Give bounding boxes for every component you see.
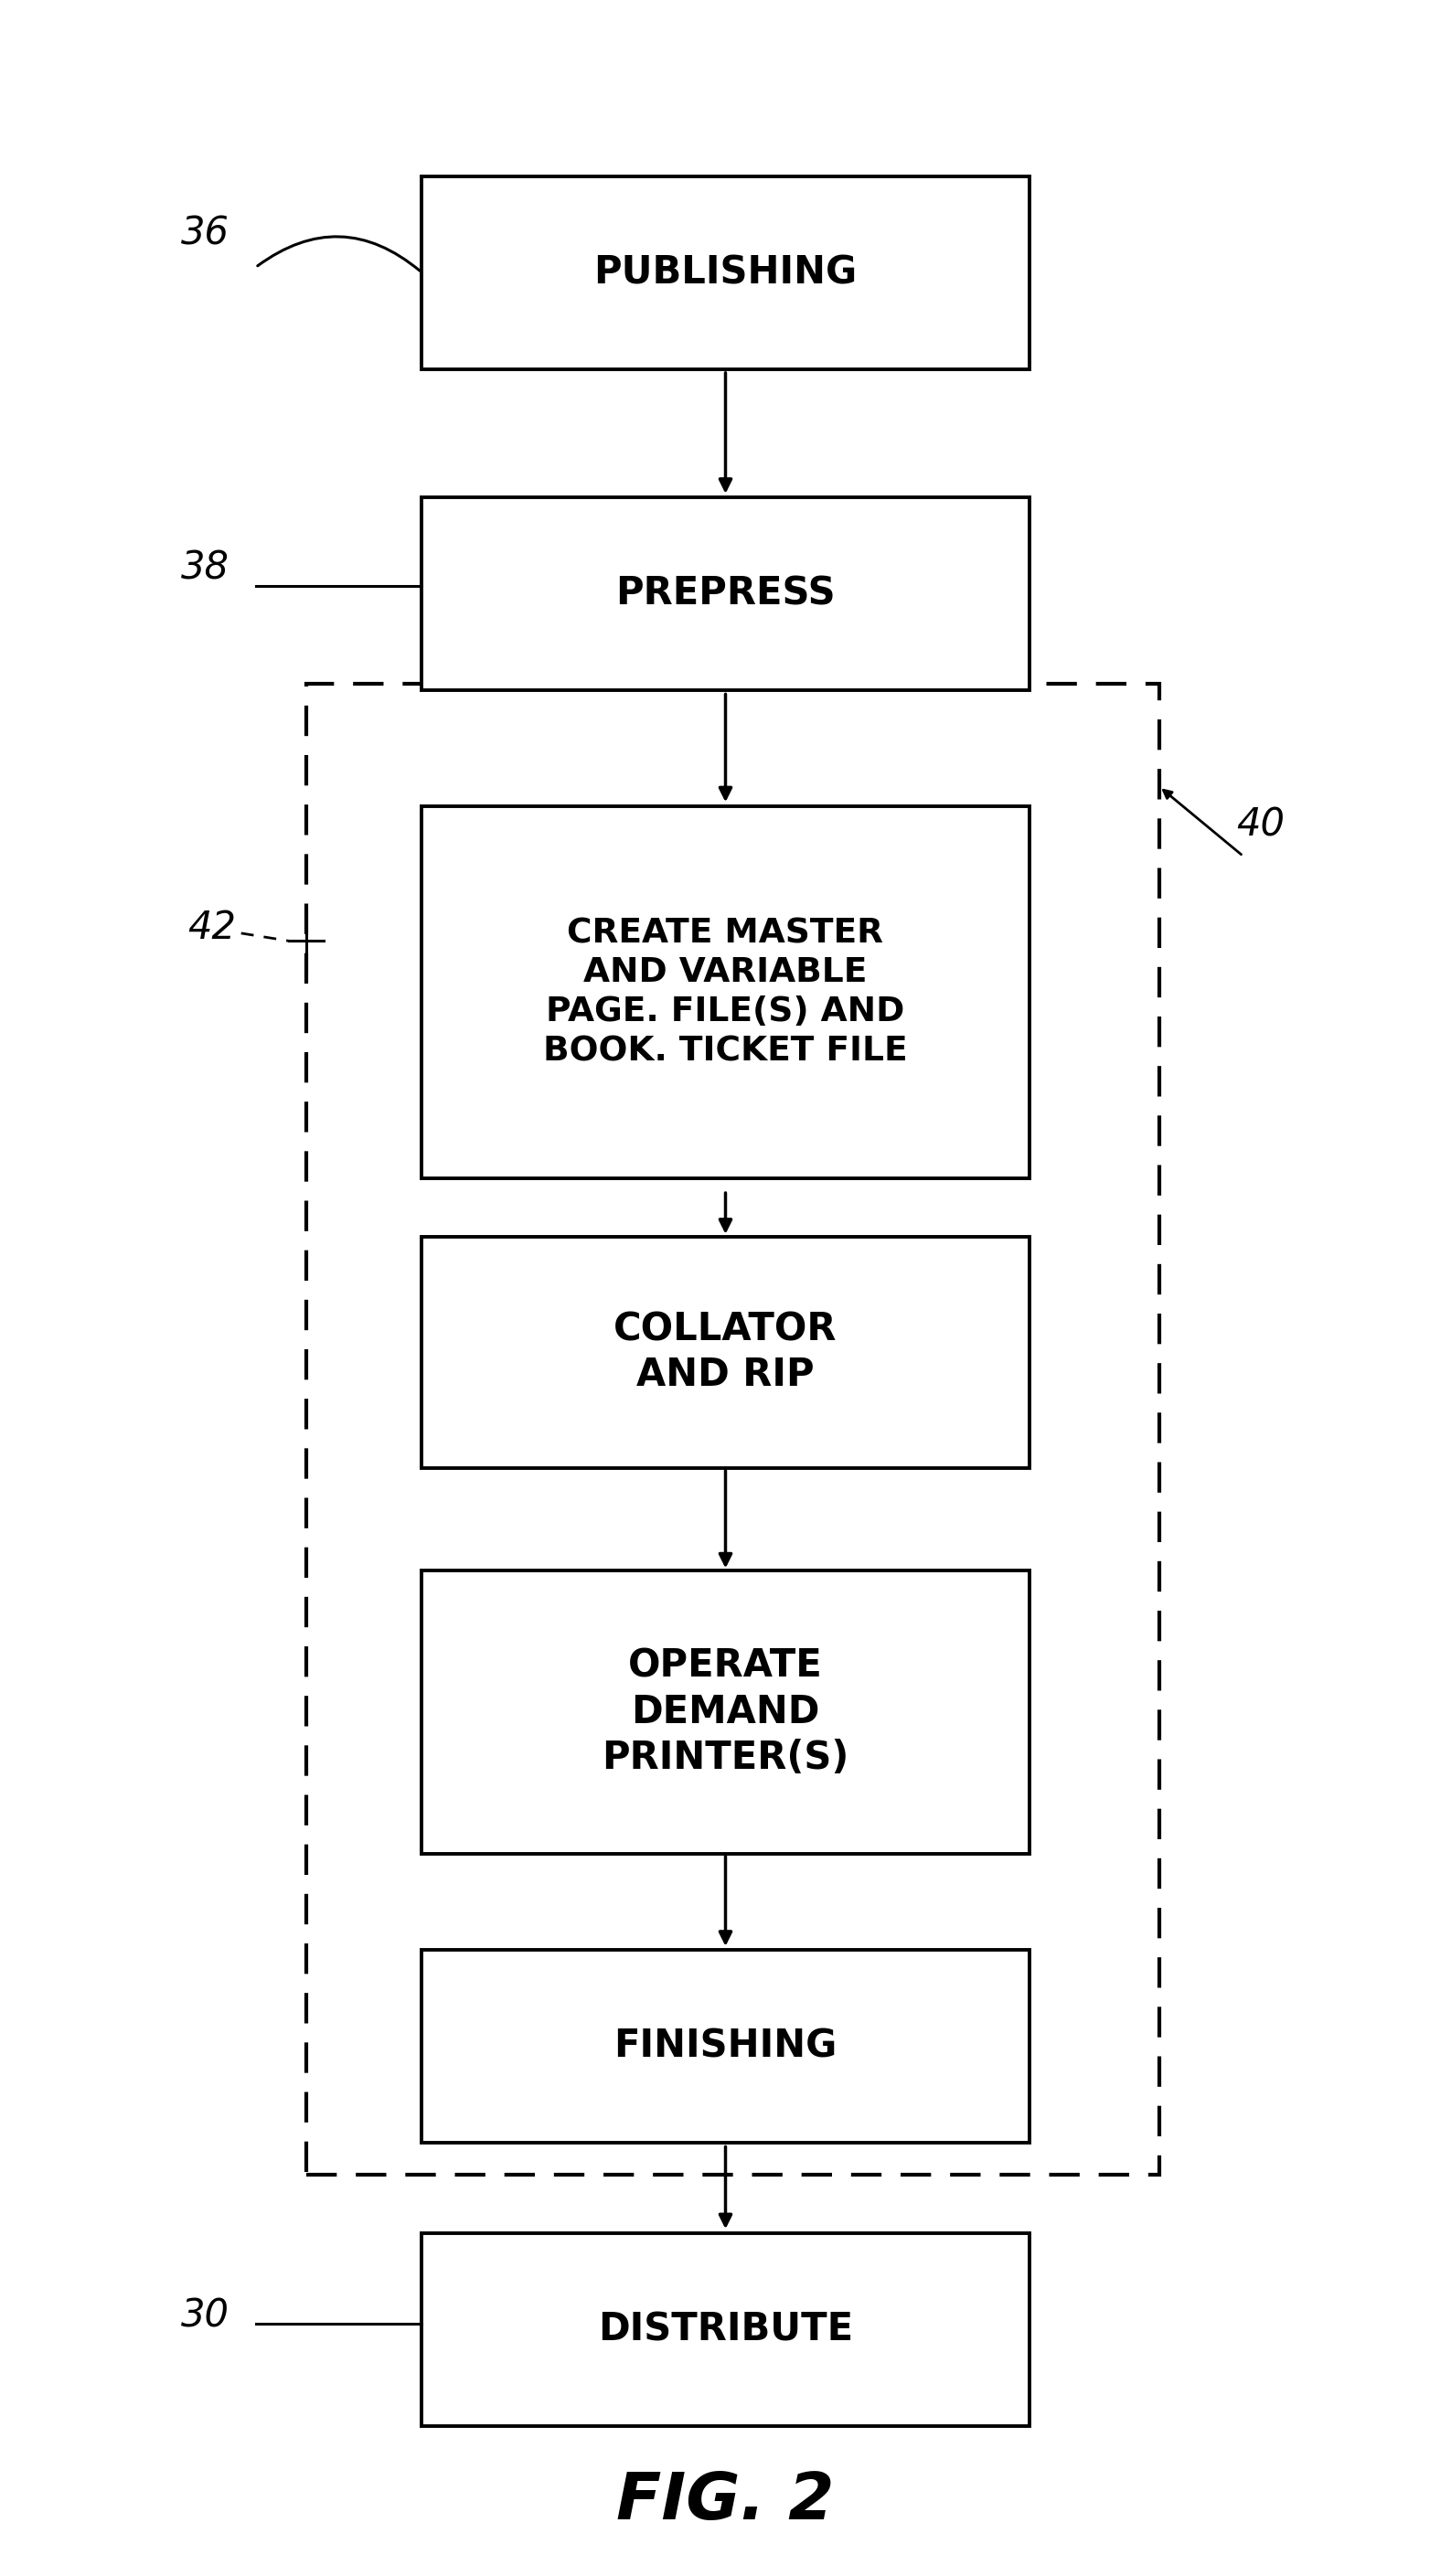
Text: 36: 36 [181,214,229,252]
Text: FIG. 2: FIG. 2 [617,2470,834,2532]
Bar [422,1950,1029,2143]
Text: PREPRESS: PREPRESS [615,574,836,613]
Bar [422,497,1029,690]
Text: 38: 38 [181,549,229,587]
Text: OPERATE
DEMAND
PRINTER(S): OPERATE DEMAND PRINTER(S) [602,1646,849,1777]
Text: DISTRIBUTE: DISTRIBUTE [598,2311,853,2349]
Text: COLLATOR
AND RIP: COLLATOR AND RIP [614,1311,837,1394]
Bar [422,2233,1029,2427]
Bar [306,683,1159,2174]
Text: 40: 40 [1236,806,1284,845]
Bar [422,1236,1029,1468]
Bar [422,175,1029,368]
Text: FINISHING: FINISHING [614,2027,837,2066]
Text: PUBLISHING: PUBLISHING [593,252,858,291]
Text: 30: 30 [181,2298,229,2336]
Text: 42: 42 [189,909,237,948]
Bar [422,1571,1029,1855]
Bar [422,806,1029,1180]
Text: CREATE MASTER
AND VARIABLE
PAGE. FILE(S) AND
BOOK. TICKET FILE: CREATE MASTER AND VARIABLE PAGE. FILE(S)… [543,917,908,1069]
